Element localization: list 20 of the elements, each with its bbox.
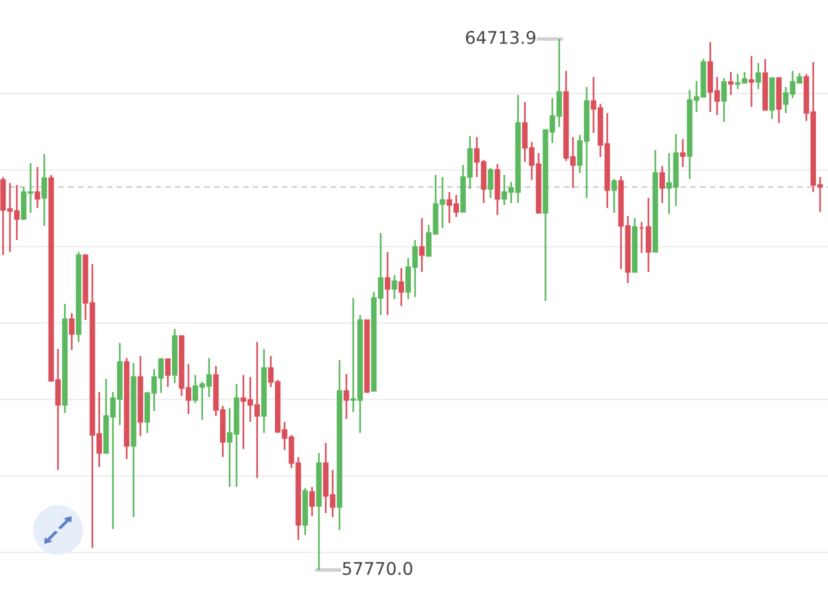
candlestick	[611, 178, 617, 214]
candlestick	[398, 267, 404, 307]
candlestick	[42, 153, 48, 227]
candlestick	[165, 358, 171, 388]
candlestick	[68, 312, 74, 351]
annotation: 64713.9	[466, 30, 536, 44]
candlestick	[419, 217, 425, 273]
candlestick	[680, 138, 686, 168]
candlestick	[34, 166, 40, 209]
candlestick	[384, 251, 390, 316]
candlestick	[344, 373, 350, 420]
candlestick	[756, 62, 762, 90]
candlestick	[392, 274, 398, 300]
candlestick	[309, 486, 315, 517]
candlestick	[488, 167, 494, 199]
annotation: 57770.0	[342, 562, 412, 576]
candlestick	[721, 77, 727, 123]
candlestick	[728, 71, 734, 96]
candlestick	[748, 55, 754, 108]
candlestick	[659, 165, 665, 204]
